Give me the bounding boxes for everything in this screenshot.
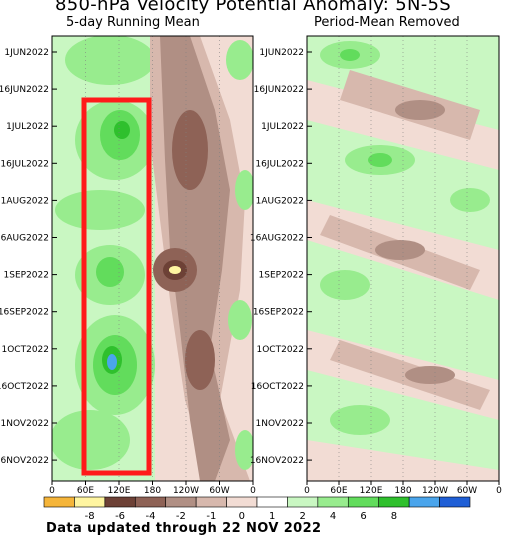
right-panel: 1JUN2022 16JUN2022 1JUL2022 16JUL2022 1AUG20… <box>250 35 502 496</box>
colorbar-swatch <box>43 496 75 508</box>
colorbar-swatch <box>439 496 471 508</box>
y-tick-label: 16AUG2022 <box>250 234 304 244</box>
y-tick-label: 16SEP2022 <box>253 308 304 318</box>
colorbar-label: 1 <box>269 511 275 522</box>
y-tick-label: 1NOV2022 <box>256 419 304 429</box>
y-tick-label: 16NOV2022 <box>250 456 304 466</box>
y-tick-label: 1OCT2022 <box>257 345 305 355</box>
x-tick-label: 0 <box>304 486 310 496</box>
x-tick-label: 60W <box>209 486 229 496</box>
y-tick-label: 1AUG2022 <box>256 196 304 206</box>
colorbar-swatch <box>165 496 197 508</box>
y-tick-label: 1JUL2022 <box>6 122 49 132</box>
chart-title: 850-hPa Velocity Potential Anomaly: 5N-5… <box>55 0 451 15</box>
colorbar-label: 2 <box>299 511 305 522</box>
right-x-axis: 0 60E 120E 180 120W 60W 0 <box>304 481 502 496</box>
x-tick-label: 120E <box>360 486 383 496</box>
y-tick-label: 1SEP2022 <box>4 271 49 281</box>
y-tick-label: 16SEP2022 <box>0 308 49 318</box>
y-tick-label: 16JUL2022 <box>255 159 304 169</box>
colorbar-label: 4 <box>330 511 336 522</box>
highlight-box <box>81 97 152 476</box>
colorbar-label: -8 <box>85 511 95 522</box>
colorbar-label: -6 <box>115 511 125 522</box>
y-tick-label: 16OCT2022 <box>0 382 49 392</box>
y-tick-label: 1AUG2022 <box>1 196 49 206</box>
colorbar-swatch <box>378 496 410 508</box>
colorbar-swatch <box>134 496 167 508</box>
x-tick-label: 180 <box>144 486 161 496</box>
y-tick-label: 16JUL2022 <box>0 159 49 169</box>
x-tick-label: 60E <box>77 486 94 496</box>
y-tick-label: 16JUN2022 <box>254 85 304 95</box>
colorbar-swatch <box>226 496 258 508</box>
left-panel-field <box>52 36 253 481</box>
colorbar-swatch <box>347 496 380 508</box>
x-tick-label: 60W <box>457 486 477 496</box>
colorbar-swatch <box>74 496 106 508</box>
left-panel: 1JUN2022 16JUN2022 1JUL2022 16JUL2022 1AUG20… <box>0 35 256 496</box>
y-tick-label: 16OCT2022 <box>251 382 304 392</box>
y-tick-label: 1JUL2022 <box>261 122 304 132</box>
colorbar-label: -2 <box>176 511 186 522</box>
x-tick-label: 120W <box>173 486 199 496</box>
right-panel-subtitle: Period-Mean Removed <box>314 15 460 30</box>
colorbar-swatch <box>256 496 288 508</box>
x-tick-label: 0 <box>250 486 256 496</box>
colorbar-swatch <box>408 496 440 508</box>
y-tick-label: 1JUN2022 <box>4 48 49 58</box>
x-tick-label: 0 <box>496 486 502 496</box>
x-tick-label: 120W <box>422 486 448 496</box>
y-tick-label: 1NOV2022 <box>1 419 49 429</box>
colorbar-label: 8 <box>391 511 397 522</box>
colorbar-label: -4 <box>146 511 156 522</box>
data-updated-note: Data updated through 22 NOV 2022 <box>46 521 322 536</box>
colorbar-swatch <box>195 496 227 508</box>
right-y-axis: 1JUN2022 16JUN2022 1JUL2022 16JUL2022 1AUG20… <box>250 48 312 466</box>
left-x-axis: 0 60E 120E 180 120W 60W 0 <box>49 481 256 496</box>
y-tick-label: 1OCT2022 <box>2 345 50 355</box>
colorbar-swatch <box>104 496 136 508</box>
colorbar-swatch <box>287 496 319 508</box>
y-tick-label: 16AUG2022 <box>0 234 49 244</box>
colorbar-label: -1 <box>206 511 216 522</box>
colorbar-swatch <box>317 496 349 508</box>
y-tick-label: 16NOV2022 <box>0 456 49 466</box>
x-tick-label: 0 <box>49 486 55 496</box>
x-tick-label: 60E <box>330 486 347 496</box>
y-tick-label: 16JUN2022 <box>0 85 49 95</box>
y-tick-label: 1SEP2022 <box>259 271 304 281</box>
colorbar-label: 0 <box>239 511 245 522</box>
colorbar: -8 -6 -4 -2 -1 0 1 2 4 6 8 <box>43 496 471 522</box>
right-panel-field <box>307 36 499 481</box>
left-panel-subtitle: 5-day Running Mean <box>66 15 200 30</box>
x-tick-label: 120E <box>108 486 131 496</box>
y-tick-label: 1JUN2022 <box>259 48 304 58</box>
left-y-axis: 1JUN2022 16JUN2022 1JUL2022 16JUL2022 1AUG20… <box>0 48 57 466</box>
colorbar-label: 6 <box>360 511 366 522</box>
x-tick-label: 180 <box>394 486 411 496</box>
